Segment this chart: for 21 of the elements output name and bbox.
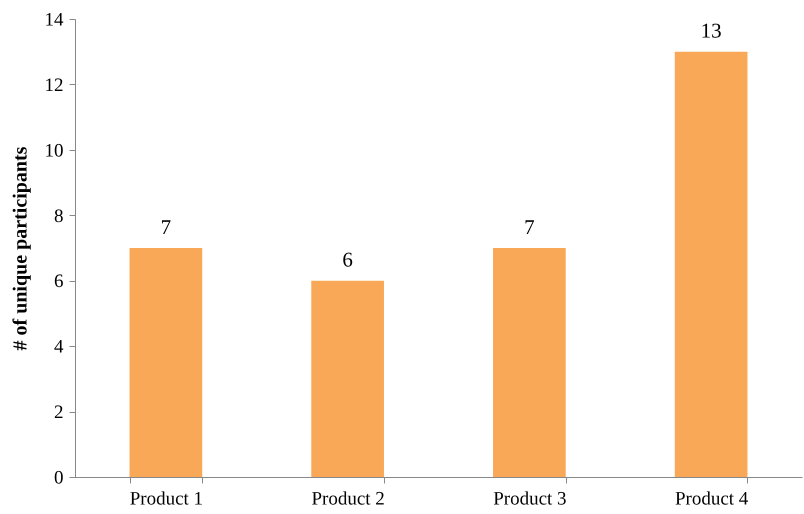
y-tick-label: 10 [44,140,64,162]
data-label: 7 [524,215,535,239]
y-tick-label: 0 [54,468,64,488]
bar [674,52,748,477]
bar [493,248,566,477]
data-label: 7 [160,215,172,239]
y-tick-label: 12 [44,74,64,96]
bar [311,280,384,477]
data-label: 13 [700,18,722,43]
y-tick-label: 14 [44,10,64,30]
x-tick-label: Product 1 [130,488,204,510]
x-tick-label: Product 2 [311,488,385,510]
data-label: 6 [342,248,353,272]
bar [130,248,202,477]
y-axis-title: # of unique participants [10,146,32,350]
y-tick-label: 8 [54,206,64,227]
y-tick-label: 2 [54,402,64,424]
x-tick-label: Product 3 [493,488,567,510]
y-tick-label: 6 [54,271,64,292]
x-tick-label: Product 4 [674,488,749,510]
y-tick-label: 4 [54,336,64,358]
